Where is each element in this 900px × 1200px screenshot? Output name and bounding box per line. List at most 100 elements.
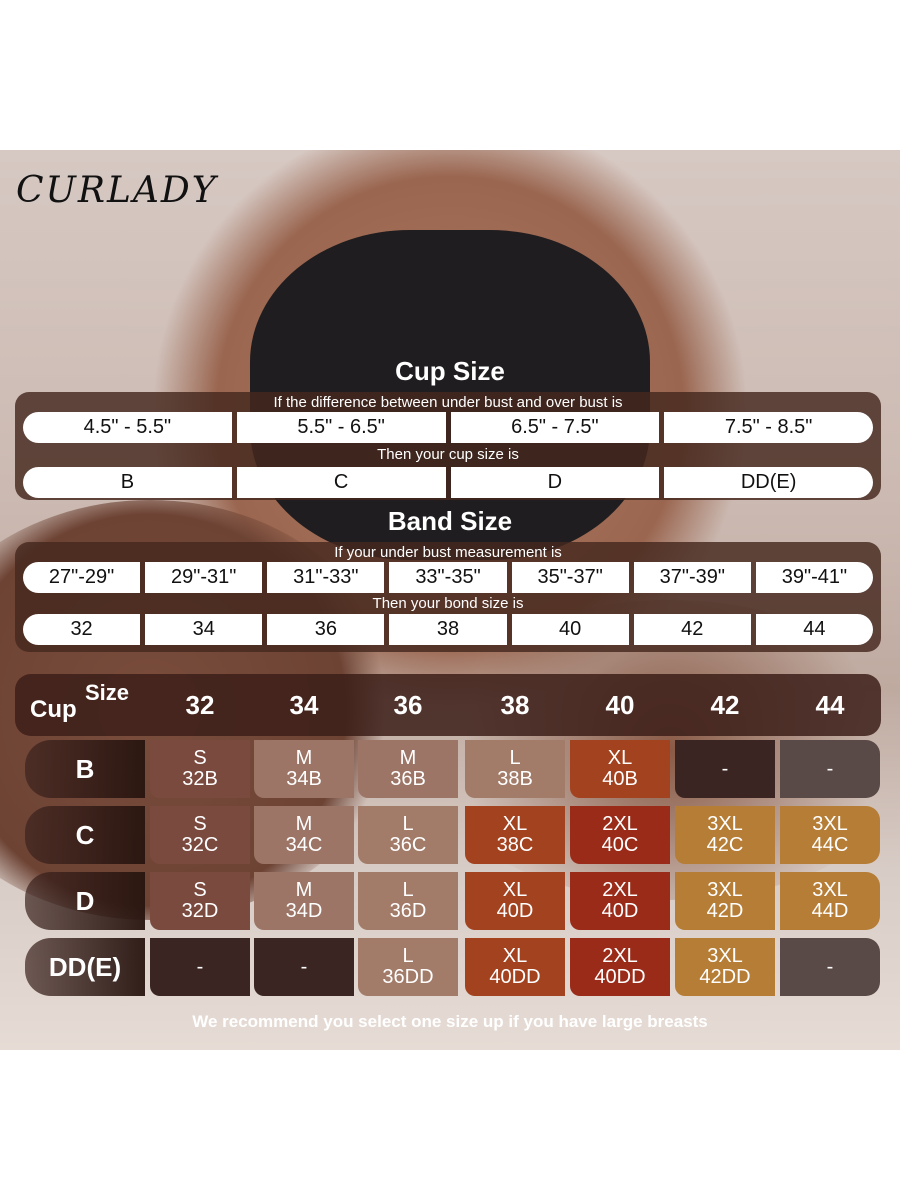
cup-letter: D	[450, 467, 660, 498]
letter-size: -	[196, 955, 204, 978]
cup-range: 4.5" - 5.5"	[23, 412, 232, 443]
band-header: 42	[710, 690, 740, 720]
size-cell: XL 40B	[570, 740, 670, 798]
bra-size: 38B	[497, 768, 533, 790]
corner-size: Size	[85, 680, 130, 705]
cup-letter-row: B C D DD(E)	[23, 467, 873, 498]
bra-size: 40C	[601, 834, 639, 856]
band-number: 32	[23, 614, 141, 645]
band-range: 39"-41"	[755, 562, 873, 593]
band-caption-1: If your under bust measurement is	[334, 544, 562, 561]
band-header: 34	[289, 690, 319, 720]
band-range: 31"-33"	[267, 562, 385, 593]
cup-row-label: C	[25, 806, 145, 864]
bra-size: 40DD	[489, 966, 541, 988]
size-cell: XL 38C	[465, 806, 565, 864]
brand-logo: CURLADY	[16, 170, 218, 211]
size-cell: 2XL 40C	[570, 806, 670, 864]
cup-size-panel: If the difference between under bust and…	[15, 392, 881, 500]
letter-size: XL	[502, 945, 528, 967]
band-size-panel: If your under bust measurement is 27"-29…	[15, 542, 881, 652]
letter-size: -	[826, 955, 834, 978]
bra-size: 34D	[285, 900, 323, 922]
size-cell: M 34C	[254, 806, 354, 864]
band-header: 40	[605, 690, 635, 720]
size-cell: XL 40DD	[465, 938, 565, 996]
size-cell: -	[675, 740, 775, 798]
band-size-title: Band Size	[387, 506, 513, 536]
letter-size: 3XL	[812, 879, 848, 901]
bra-size: 44D	[811, 900, 849, 922]
band-range: 27"-29"	[23, 562, 141, 593]
size-cell: -	[780, 740, 880, 798]
size-grid-header: Cup Size 32 34 36 38 40 42 44	[15, 674, 881, 736]
size-cell: 3XL 42C	[675, 806, 775, 864]
cup-caption-2: Then your cup size is	[377, 446, 519, 463]
bra-size: 40B	[602, 768, 638, 790]
cup-letter: DD(E)	[664, 467, 873, 498]
band-number: 34	[145, 614, 263, 645]
product-photo: CURLADY Cup Size If the difference betwe…	[0, 150, 900, 1050]
cup-size-title: Cup Size	[395, 356, 505, 386]
cup-row-label: DD(E)	[25, 938, 145, 996]
letter-size: -	[721, 757, 729, 780]
cup-row-label: D	[25, 872, 145, 930]
size-cell: 3XL 42DD	[675, 938, 775, 996]
bra-size: 38C	[496, 834, 534, 856]
band-range: 37"-39"	[633, 562, 751, 593]
bra-size: 42DD	[699, 966, 751, 988]
band-header: 38	[500, 690, 530, 720]
band-range: 35"-37"	[511, 562, 629, 593]
size-cell: 2XL 40DD	[570, 938, 670, 996]
band-number: 44	[755, 614, 873, 645]
size-cell: L 36DD	[358, 938, 458, 996]
size-cell: -	[254, 938, 354, 996]
bra-size: 34B	[286, 768, 322, 790]
cup-letter: B	[23, 467, 232, 498]
letter-size: L	[509, 747, 521, 769]
letter-size: 2XL	[602, 813, 638, 835]
band-number-row: 32 34 36 38 40 42 44	[23, 614, 873, 645]
letter-size: 2XL	[602, 945, 638, 967]
bra-size: 40DD	[594, 966, 646, 988]
cup-range: 7.5" - 8.5"	[664, 412, 873, 443]
size-cell: M 34D	[254, 872, 354, 930]
band-number: 38	[389, 614, 507, 645]
band-caption-2: Then your bond size is	[372, 595, 524, 612]
letter-size: M	[295, 747, 313, 769]
letter-size: XL	[502, 813, 528, 835]
band-range: 33"-35"	[389, 562, 507, 593]
size-cell: -	[150, 938, 250, 996]
bra-size: 36D	[389, 900, 427, 922]
size-cell: M 36B	[358, 740, 458, 798]
letter-size: -	[826, 757, 834, 780]
cup-caption-1: If the difference between under bust and…	[273, 394, 623, 411]
bra-size: 42D	[706, 900, 744, 922]
band-range-row: 27"-29" 29"-31" 31"-33" 33"-35" 35"-37" …	[23, 562, 873, 593]
letter-size: 3XL	[812, 813, 848, 835]
size-cell: 2XL 40D	[570, 872, 670, 930]
size-cell: S 32B	[150, 740, 250, 798]
letter-size: M	[399, 747, 417, 769]
band-number: 42	[633, 614, 751, 645]
bra-size: 36B	[390, 768, 426, 790]
letter-size: 3XL	[707, 813, 743, 835]
letter-size: -	[300, 955, 308, 978]
cup-range: 6.5" - 7.5"	[450, 412, 660, 443]
letter-size: L	[402, 879, 414, 901]
bra-size: 32D	[181, 900, 219, 922]
size-cell: L 38B	[465, 740, 565, 798]
letter-size: L	[402, 813, 414, 835]
letter-size: L	[402, 945, 414, 967]
cup-range-row: 4.5" - 5.5" 5.5" - 6.5" 6.5" - 7.5" 7.5"…	[23, 412, 873, 443]
letter-size: S	[193, 879, 207, 901]
size-cell: S 32D	[150, 872, 250, 930]
letter-size: 3XL	[707, 879, 743, 901]
letter-size: M	[295, 879, 313, 901]
size-cell: 3XL 44D	[780, 872, 880, 930]
size-cell: 3XL 44C	[780, 806, 880, 864]
size-cell: S 32C	[150, 806, 250, 864]
size-cell: M 34B	[254, 740, 354, 798]
size-cell: L 36C	[358, 806, 458, 864]
letter-size: S	[193, 747, 207, 769]
